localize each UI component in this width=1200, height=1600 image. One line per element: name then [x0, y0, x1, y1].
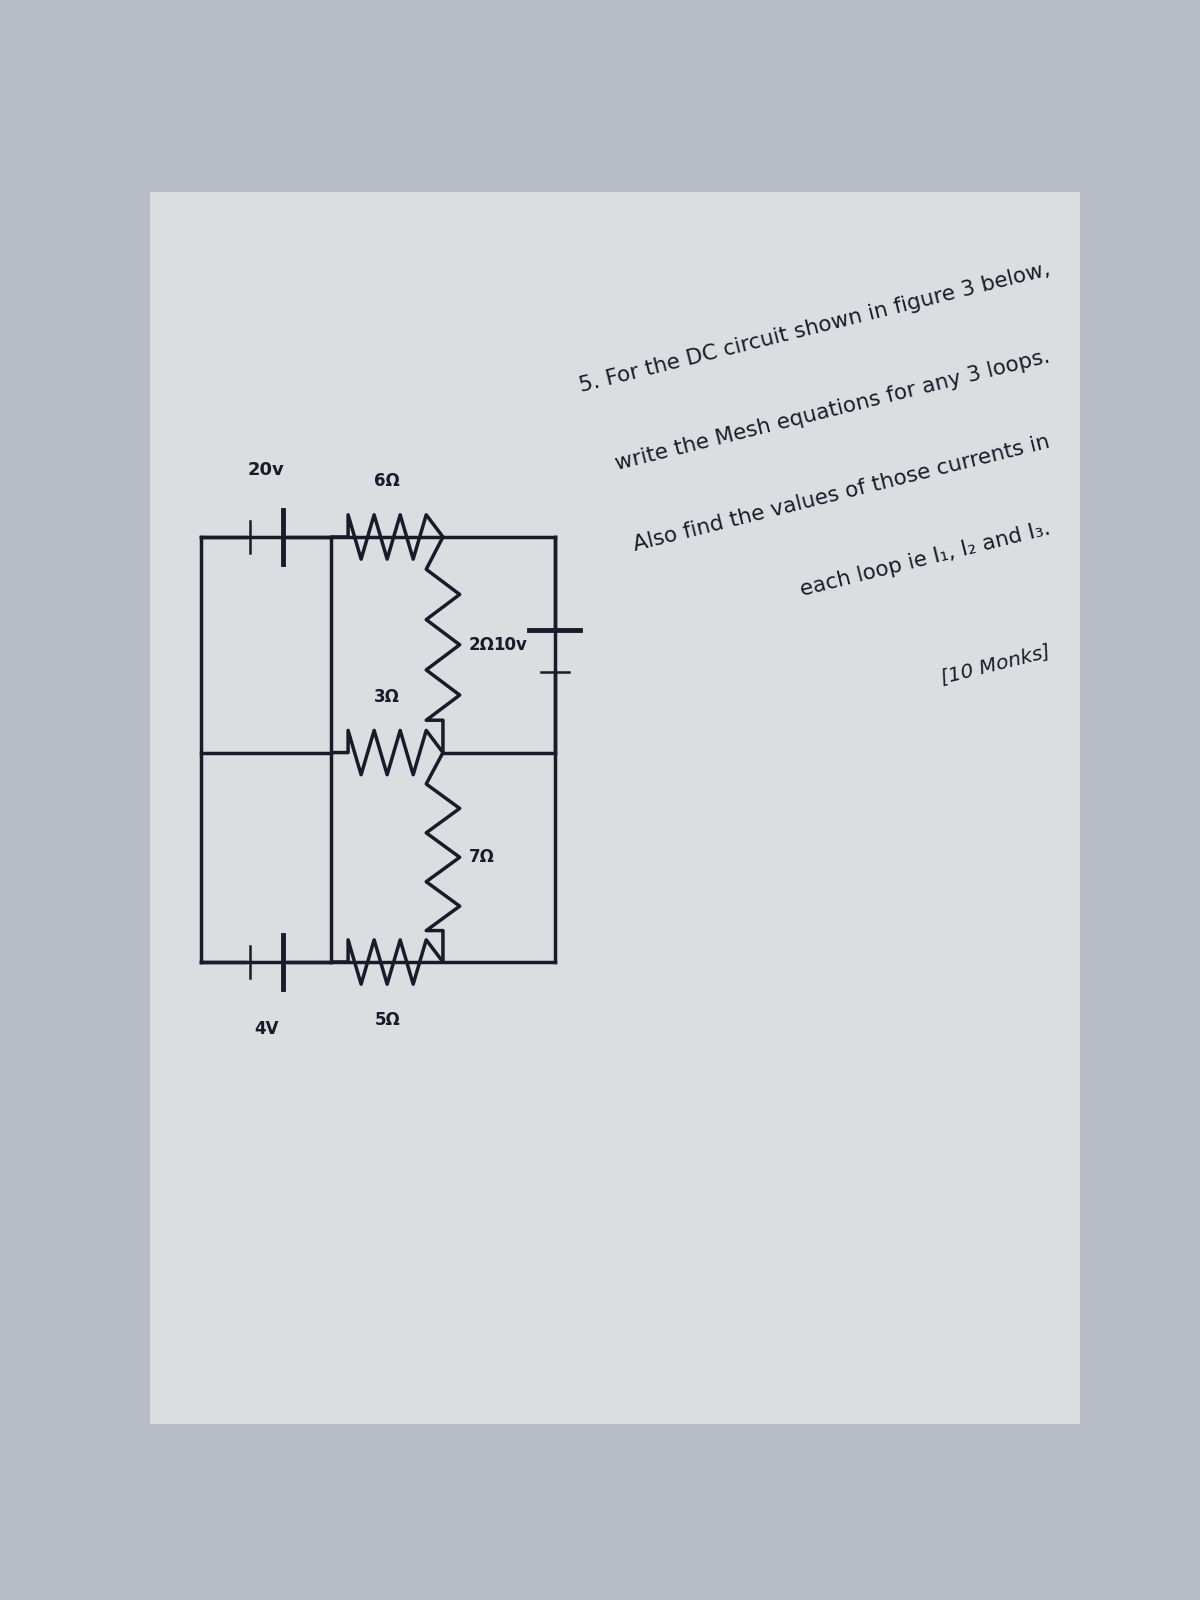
- Text: Also find the values of those currents in: Also find the values of those currents i…: [631, 432, 1052, 555]
- Text: 3Ω: 3Ω: [374, 688, 400, 706]
- Text: 4V: 4V: [254, 1019, 278, 1038]
- Text: 2Ω: 2Ω: [469, 635, 494, 654]
- Text: 5. For the DC circuit shown in figure 3 below,: 5. For the DC circuit shown in figure 3 …: [577, 259, 1052, 397]
- Text: [10 Monks]: [10 Monks]: [938, 642, 1052, 688]
- Text: 20v: 20v: [248, 461, 284, 478]
- Text: 5Ω: 5Ω: [374, 1011, 400, 1029]
- Text: 10v: 10v: [493, 635, 527, 654]
- Text: 6Ω: 6Ω: [374, 472, 400, 490]
- Text: each loop ie I₁, I₂ and I₃.: each loop ie I₁, I₂ and I₃.: [798, 518, 1052, 600]
- Text: write the Mesh equations for any 3 loops.: write the Mesh equations for any 3 loops…: [613, 346, 1052, 474]
- FancyBboxPatch shape: [150, 192, 1080, 1424]
- Text: 7Ω: 7Ω: [469, 848, 494, 866]
